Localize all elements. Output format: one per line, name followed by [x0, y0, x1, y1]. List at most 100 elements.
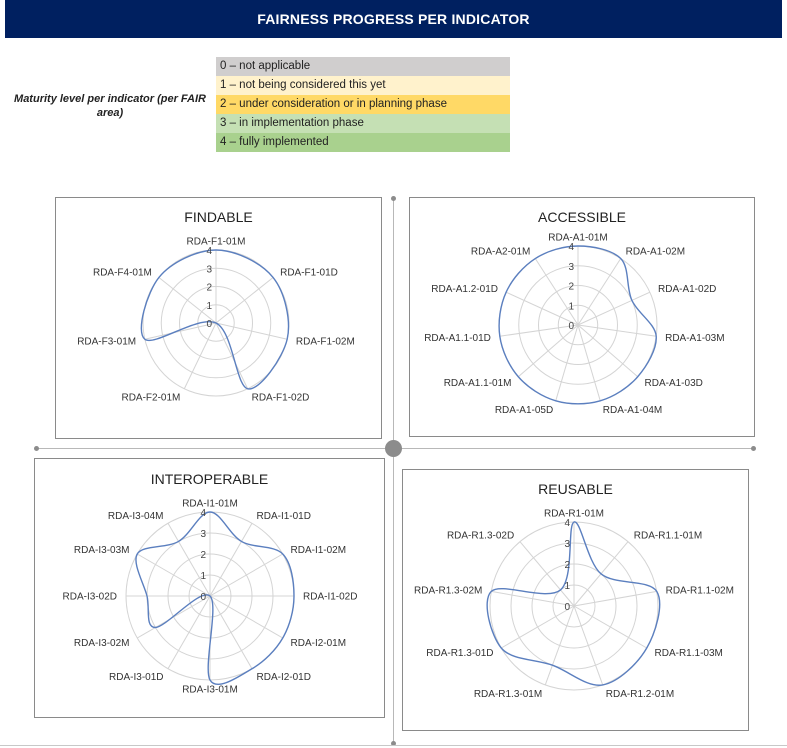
radar-axis-label: RDA-I3-01D: [109, 672, 163, 683]
radar-spoke: [215, 322, 288, 340]
radar-axis-label: RDA-I1-02D: [303, 592, 357, 603]
divider-center-handle[interactable]: [385, 440, 402, 457]
chart-title-accessible: ACCESSIBLE: [538, 209, 626, 225]
radar-tick-label: 2: [568, 282, 574, 293]
radar-spoke: [577, 291, 651, 326]
radar-axis-label: RDA-A1-02D: [658, 284, 716, 295]
radar-tick-label: 1: [206, 301, 212, 312]
radar-series-line-accessible: [498, 245, 657, 405]
divider-handle-right[interactable]: [751, 446, 756, 451]
radar-axis-label: RDA-I1-01D: [257, 511, 311, 522]
radar-axis-label: RDA-A1-02M: [626, 247, 685, 258]
radar-axis-label: RDA-I3-03M: [74, 545, 130, 556]
radar-tick-label: 2: [200, 550, 206, 561]
radar-spoke: [534, 258, 579, 326]
radar-axis-label: RDA-A1.1-01M: [444, 378, 512, 389]
radar-panel-reusable: 0 1 2 3 4 RDA-R1-01M RDA-R1.1-01M RDA-R1.1-02M R…: [402, 469, 749, 731]
radar-spoke: [573, 605, 647, 649]
radar-tick-label: 4: [200, 508, 206, 519]
radar-spoke: [519, 541, 575, 607]
radar-spoke: [555, 324, 579, 401]
divider-handle-left[interactable]: [34, 446, 39, 451]
legend-row-4: 4 – fully implemented: [216, 133, 510, 152]
divider-handle-top[interactable]: [391, 196, 396, 201]
radar-axis-label: RDA-R1.1-02M: [666, 585, 734, 596]
legend-row-2: 2 – under consideration or in planning p…: [216, 95, 510, 114]
bottom-rule: [0, 745, 787, 746]
radar-tick-label: 1: [568, 301, 574, 312]
radar-axis-label: RDA-A1-03M: [665, 333, 724, 344]
radar-axis-label: RDA-R1.1-03M: [655, 648, 723, 659]
radar-axis-label: RDA-A1-01M: [548, 233, 607, 244]
radar-axis-label: RDA-F4-01M: [93, 267, 152, 278]
radar-axis-label: RDA-I3-01M: [182, 685, 238, 696]
radar-tick-label: 4: [564, 518, 570, 529]
radar-spoke: [183, 322, 217, 389]
page-header: FAIRNESS PROGRESS PER INDICATOR: [5, 0, 782, 38]
radar-axis-label: RDA-A1-04M: [603, 405, 662, 416]
radar-axis-label: RDA-I2-01M: [291, 638, 347, 649]
radar-axis-label: RDA-F1-02M: [296, 337, 355, 348]
radar-spoke: [209, 553, 283, 597]
radar-panel-accessible: 0 1 2 3 4 RDA-A1-01M RDA-A1-02M RDA-A1-02D RDA-A…: [409, 197, 755, 437]
radar-tick-label: 4: [206, 246, 212, 257]
radar-axis-label: RDA-I2-01D: [257, 672, 311, 683]
radar-spoke: [144, 322, 217, 340]
radar-axis-label: RDA-I3-02D: [63, 592, 117, 603]
radar-tick-label: 0: [564, 602, 570, 613]
radar-tick-label: 3: [200, 529, 206, 540]
chart-title-findable: FINDABLE: [184, 209, 253, 225]
radar-spoke: [499, 324, 579, 337]
radar-spoke: [573, 590, 657, 607]
radar-spoke: [544, 605, 575, 686]
radar-tick-label: 1: [564, 581, 570, 592]
radar-tick-label: 0: [200, 592, 206, 603]
radar-axis-label: RDA-F2-01M: [121, 392, 180, 403]
radar-spoke: [209, 523, 253, 597]
chart-title-interoperable: INTEROPERABLE: [150, 471, 269, 487]
radar-panel-interoperable: 0 1 2 3 4 RDA-I1-01M RDA-I1-01D RDA-I1-02M RDA-I…: [34, 458, 385, 718]
radar-spoke: [209, 595, 253, 669]
radar-axis-label: RDA-I1-01M: [182, 499, 238, 510]
radar-spoke: [209, 595, 283, 639]
radar-tick-label: 3: [568, 262, 574, 273]
maturity-level-label: Maturity level per indicator (per FAIR a…: [14, 93, 206, 119]
divider-handle-bottom[interactable]: [391, 741, 396, 746]
radar-axis-label: RDA-R1.2-01M: [606, 689, 674, 700]
radar-axis-label: RDA-A1-05D: [495, 405, 553, 416]
radar-tick-label: 3: [206, 264, 212, 275]
radar-axis-label: RDA-R1.3-01M: [474, 689, 542, 700]
radar-tick-label: 3: [564, 539, 570, 550]
legend-row-0: 0 – not applicable: [216, 57, 510, 76]
radar-series-line-interoperable: [135, 511, 295, 686]
chart-title-reusable: REUSABLE: [538, 481, 613, 497]
radar-spoke: [158, 277, 217, 324]
radar-spoke: [137, 553, 211, 597]
radar-tick-label: 1: [200, 571, 206, 582]
radar-axis-label: RDA-A2-01M: [471, 247, 530, 258]
radar-axis-label: RDA-F3-01M: [77, 337, 136, 348]
page-title: FAIRNESS PROGRESS PER INDICATOR: [257, 11, 530, 27]
radar-axis-label: RDA-I3-02M: [74, 638, 130, 649]
radar-axis-label: RDA-R1.3-02M: [414, 585, 482, 596]
radar-axis-label: RDA-R1.1-01M: [634, 530, 702, 541]
radar-spoke: [577, 324, 639, 378]
radar-axis-label: RDA-A1-03D: [645, 378, 703, 389]
radar-spoke: [505, 291, 579, 326]
radar-axis-label: RDA-F1-02D: [252, 392, 310, 403]
radar-tick-label: 0: [568, 321, 574, 332]
radar-axis-label: RDA-I1-02M: [291, 545, 347, 556]
radar-tick-label: 0: [206, 319, 212, 330]
radar-spoke: [167, 595, 211, 669]
maturity-legend: 0 – not applicable 1 – not being conside…: [216, 57, 510, 152]
radar-panel-findable: 0 1 2 3 4 RDA-F1-01M RDA-F1-01D RDA-F1-02M RDA-F…: [55, 197, 382, 439]
radar-axis-label: RDA-R1.3-02D: [447, 530, 514, 541]
radar-tick-label: 2: [564, 560, 570, 571]
radar-axis-label: RDA-R1.3-01D: [426, 648, 493, 659]
radar-axis-label: RDA-I3-04M: [108, 511, 164, 522]
radar-axis-label: RDA-F1-01D: [280, 267, 338, 278]
radar-spoke: [577, 324, 601, 401]
